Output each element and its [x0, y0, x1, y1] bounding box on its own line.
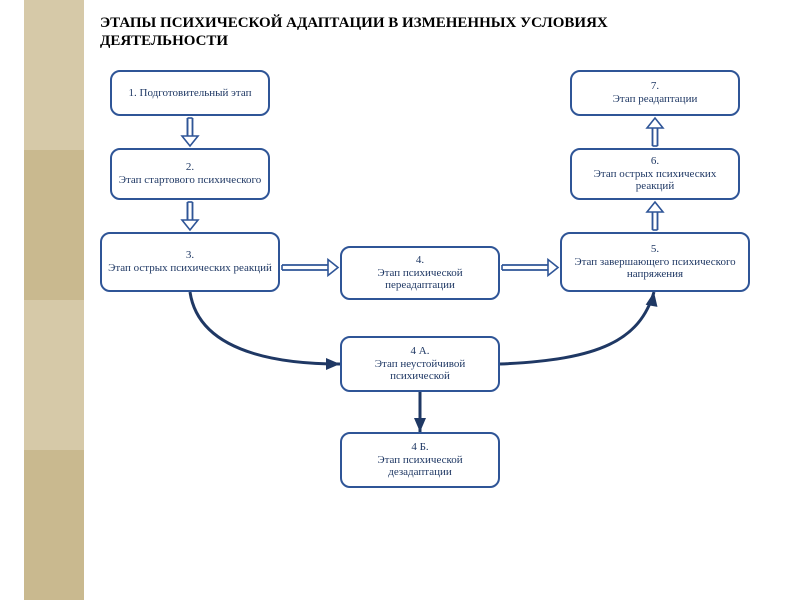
- flowchart-node-n4b: 4 Б.Этап психической дезадаптации: [340, 432, 500, 488]
- flowchart-node-n5: 5.Этап завершающего психического напряже…: [560, 232, 750, 292]
- flowchart-node-n3: 3.Этап острых психических реакций: [100, 232, 280, 292]
- page-title: ЭТАПЫ ПСИХИЧЕСКОЙ АДАПТАЦИИ В ИЗМЕНЕННЫХ…: [100, 14, 660, 50]
- flowchart-node-n6: 6.Этап острых психических реакций: [570, 148, 740, 200]
- diagram-canvas: ЭТАПЫ ПСИХИЧЕСКОЙ АДАПТАЦИИ В ИЗМЕНЕННЫХ…: [0, 0, 800, 600]
- flowchart-node-n1: 1. Подготовительный этап: [110, 70, 270, 116]
- flowchart-node-n7: 7.Этап реадаптации: [570, 70, 740, 116]
- flowchart-node-n2: 2.Этап стартового психического: [110, 148, 270, 200]
- flowchart-node-n4: 4.Этап психической переадаптации: [340, 246, 500, 300]
- flowchart-node-n4a: 4 А.Этап неустойчивой психической: [340, 336, 500, 392]
- decorative-side-band: [24, 0, 84, 600]
